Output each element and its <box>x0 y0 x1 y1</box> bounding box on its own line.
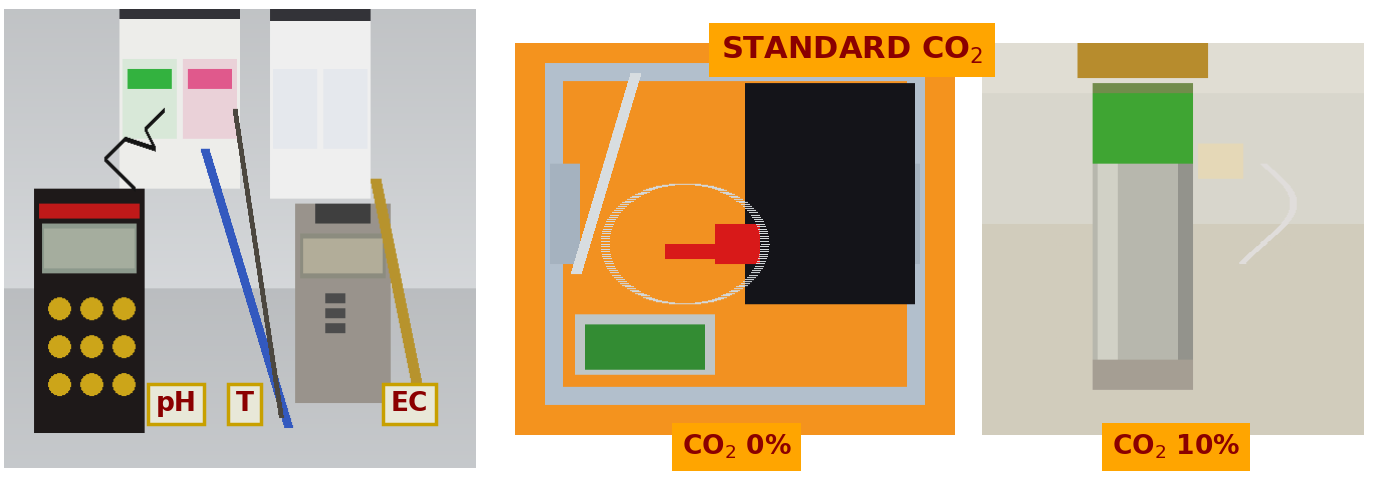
Text: T: T <box>235 391 254 417</box>
Text: CO$_2$ 10%: CO$_2$ 10% <box>1112 433 1241 461</box>
Text: EC: EC <box>390 391 429 417</box>
Text: STANDARD CO$_2$: STANDARD CO$_2$ <box>721 34 982 66</box>
Text: pH: pH <box>155 391 196 417</box>
Text: CO$_2$ 0%: CO$_2$ 0% <box>682 433 791 461</box>
